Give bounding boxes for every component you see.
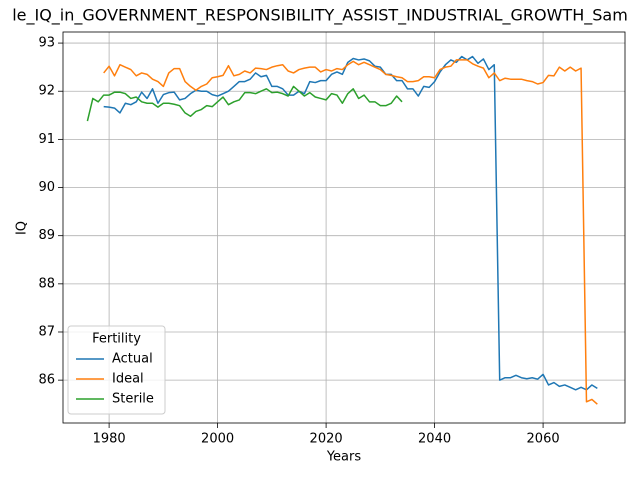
y-tick-label: 87 — [38, 324, 55, 339]
y-tick-label: 90 — [38, 180, 55, 195]
x-tick-label: 2060 — [527, 432, 560, 447]
legend-label: Sterile — [112, 392, 154, 407]
y-axis-label: IQ — [15, 221, 30, 235]
x-tick-label: 2020 — [310, 432, 343, 447]
x-tick-label: 2000 — [201, 432, 234, 447]
series-line — [86, 85, 403, 122]
y-tick-label: 89 — [38, 228, 55, 243]
plot-frame — [62, 31, 626, 424]
y-tick-label: 91 — [38, 132, 55, 147]
y-tick-label: 92 — [38, 84, 55, 99]
y-tick-label: 88 — [38, 276, 55, 291]
y-tick-label: 86 — [38, 373, 55, 388]
legend-label: Ideal — [112, 372, 144, 387]
series-line — [103, 59, 598, 405]
legend-label: Actual — [112, 352, 153, 367]
series-line — [103, 55, 598, 391]
x-tick-label: 1980 — [93, 432, 126, 447]
x-axis-label: Years — [326, 450, 362, 465]
legend: Fertility Actual Ideal Sterile — [67, 325, 166, 415]
legend-title: Fertility — [92, 332, 141, 347]
legend-box — [67, 325, 166, 415]
x-tick-label: 2040 — [418, 432, 451, 447]
y-tick-label: 93 — [38, 36, 55, 51]
chart-title: le_IQ_in_GOVERNMENT_RESPONSIBILITY_ASSIS… — [12, 6, 628, 26]
